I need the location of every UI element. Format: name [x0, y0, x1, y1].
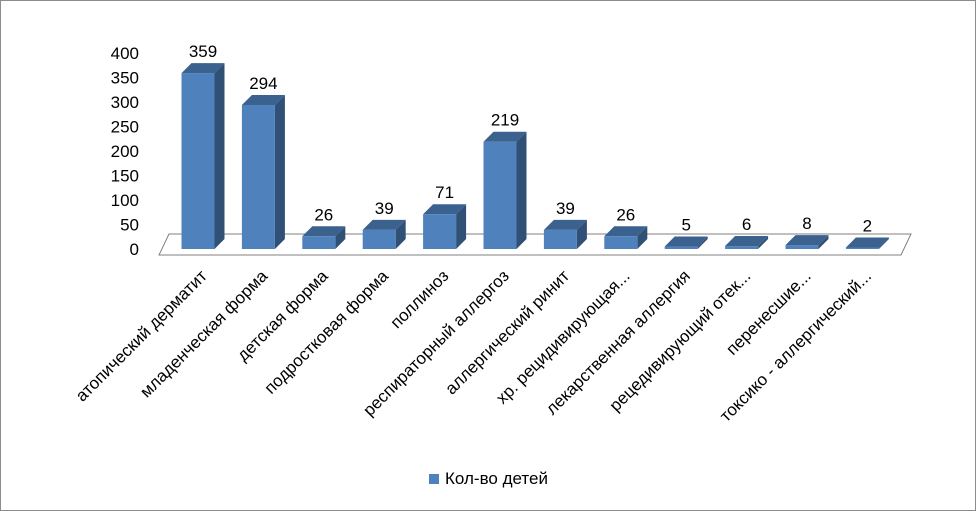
bar-top [241, 94, 285, 105]
bar [725, 246, 759, 249]
bar-top [725, 236, 769, 247]
bar [785, 245, 819, 249]
data-label: 219 [491, 111, 519, 130]
bar [483, 141, 517, 249]
y-tick-label: 50 [120, 216, 139, 235]
bar-side [516, 131, 527, 249]
bar-top [664, 236, 708, 247]
bar [664, 246, 698, 249]
data-label: 39 [375, 199, 394, 218]
bar-top [423, 204, 467, 215]
y-tick-label: 150 [111, 167, 139, 186]
legend-label: Кол-во детей [445, 469, 548, 488]
bar-side [395, 219, 406, 249]
legend: Кол-во детей [429, 469, 548, 489]
bar-top [181, 63, 225, 74]
bar [302, 236, 336, 249]
bar [362, 229, 396, 249]
bar [423, 214, 457, 249]
y-tick-label: 350 [111, 69, 139, 88]
y-tick-label: 400 [111, 44, 139, 63]
data-label: 8 [802, 214, 811, 233]
bar-side [878, 237, 889, 249]
data-label: 26 [314, 205, 333, 224]
data-label: 2 [863, 217, 872, 236]
data-label: 5 [681, 216, 690, 235]
bar-top [543, 219, 587, 230]
bar [181, 73, 215, 249]
data-label: 294 [249, 74, 277, 93]
data-label: 39 [556, 199, 575, 218]
bar-side [697, 236, 708, 249]
data-label: 71 [435, 183, 454, 202]
legend-swatch [429, 474, 439, 484]
bar-side [576, 219, 587, 249]
y-tick-label: 250 [111, 118, 139, 137]
chart-floor [158, 233, 912, 256]
x-tick-label: подростковая форма [261, 266, 393, 398]
bar-side [214, 63, 225, 250]
bar-side [818, 235, 829, 249]
bar-top [362, 219, 406, 230]
y-tick-label: 300 [111, 93, 139, 112]
bar [845, 247, 879, 249]
bar-top [845, 237, 889, 248]
data-label: 26 [616, 205, 635, 224]
bar [604, 236, 638, 249]
bar-side [456, 204, 467, 249]
bar-top [483, 131, 527, 142]
bar-top [604, 226, 648, 237]
y-tick-label: 0 [130, 240, 139, 259]
bar [241, 104, 275, 249]
data-label: 6 [742, 215, 751, 234]
bar [543, 229, 577, 249]
y-tick-label: 200 [111, 142, 139, 161]
bar-side [335, 226, 346, 249]
bar-top [785, 235, 829, 246]
y-tick-label: 100 [111, 191, 139, 210]
bar-top [302, 226, 346, 237]
bar-side [637, 226, 648, 249]
bar-side [758, 236, 769, 249]
data-label: 359 [189, 42, 217, 61]
bar-side [274, 94, 285, 249]
